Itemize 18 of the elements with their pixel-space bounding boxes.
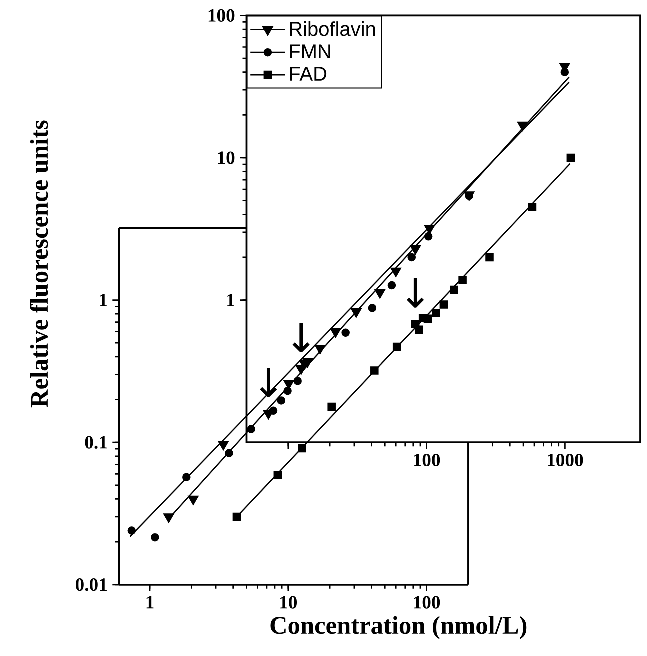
annotation: ↓ [292,323,310,353]
y-tick-label: 1 [228,294,234,306]
x-tick-label: 1 [146,596,154,609]
x-tick-label: 10 [280,596,298,609]
legend-label: FAD [290,67,327,81]
y-tick-label: 1 [100,294,107,306]
legend-label: FMN [290,44,330,58]
annotation: ↓ [407,278,424,308]
legend-label: Riboflavin [290,22,376,36]
y-tick-label: 0.01 [76,578,107,592]
x-tick-label: 1000 [548,454,584,467]
x-tick-label: 100 [414,596,440,609]
x-axis-title: Concentration (nmol/L) [270,616,527,640]
y-tick-label: 100 [208,9,235,22]
y-tick-label: 0.1 [85,436,107,449]
y-tick-label: 10 [218,152,235,164]
annotation: ↓ [260,368,278,398]
y-axis-title: Relative fluorescence units [30,120,48,408]
